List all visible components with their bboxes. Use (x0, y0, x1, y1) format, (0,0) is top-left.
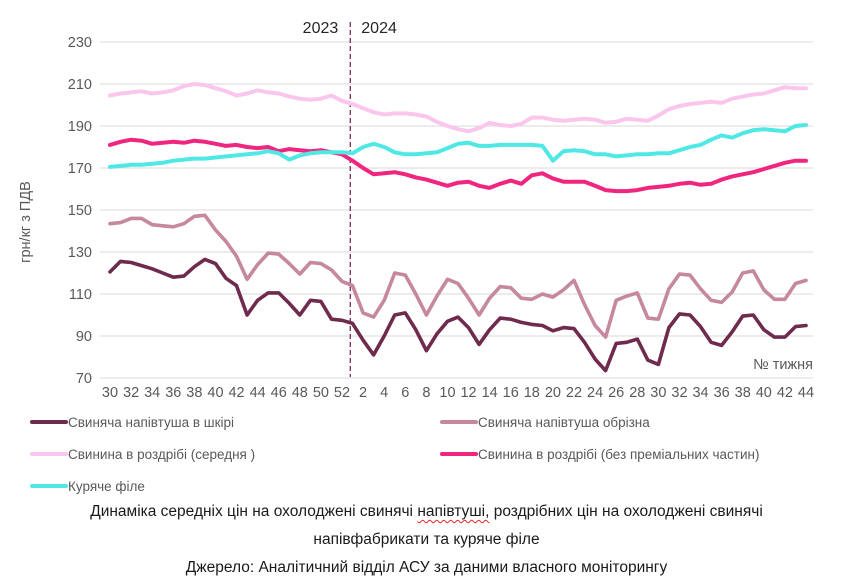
x-tick-label: 28 (629, 385, 645, 401)
legend-swatch (440, 452, 478, 456)
legend-column-right: Свиняча напівтуша обрізна Свинина в роздр… (440, 406, 759, 470)
caption-misspelled-word: напівтуші, (417, 503, 490, 520)
legend-column-left: Свиняча напівтуша в шкірі Свинина в роздр… (30, 406, 255, 502)
x-tick-label: 14 (482, 385, 498, 401)
caption-source: Джерело: Аналітичний відділ АСУ за даним… (185, 559, 668, 576)
legend-label: Свиняча напівтуша в шкірі (68, 414, 235, 430)
legend-item: Свиняча напівтуша в шкірі (30, 406, 255, 438)
x-tick-label: 12 (460, 385, 476, 401)
y-tick-label: 210 (68, 77, 92, 93)
chart-legend: Свиняча напівтуша в шкірі Свинина в роздр… (0, 406, 853, 502)
x-tick-label: 44 (250, 385, 266, 401)
series-line-2 (108, 82, 808, 134)
caption-line1-post: роздрібних цін на охолоджені свинячі (489, 503, 763, 520)
x-tick-label: 44 (798, 385, 814, 401)
x-tick-label: 36 (165, 385, 181, 401)
price-trend-chart: 230 210 190 170 150 130 110 90 70 30 32 34 36 38 40 42 4… (18, 20, 814, 401)
x-tick-label: 52 (334, 385, 350, 401)
y-tick-label: 230 (68, 35, 92, 51)
x-tick-label: 4 (380, 385, 388, 401)
x-tick-label: 20 (545, 385, 561, 401)
x-tick-label: 36 (714, 385, 730, 401)
legend-label: Свинина в роздрібі (середня ) (68, 446, 256, 462)
x-tick-label: 48 (292, 385, 308, 401)
x-tick-label: 18 (524, 385, 540, 401)
series-line-1 (108, 213, 808, 339)
x-tick-label: 30 (650, 385, 666, 401)
x-tick-label: 24 (587, 385, 603, 401)
x-tick-label: 16 (503, 385, 519, 401)
x-tick-label: 10 (439, 385, 455, 401)
series-line-4 (108, 123, 808, 169)
y-tick-label: 90 (76, 329, 92, 345)
y-tick-label: 70 (76, 371, 92, 387)
legend-item: Свиняча напівтуша обрізна (440, 406, 759, 438)
legend-swatch (30, 420, 68, 424)
caption-line1-pre: Динаміка середніх цін на охолоджені свин… (90, 503, 418, 520)
y-tick-label: 190 (68, 119, 92, 135)
x-tick-label: 26 (608, 385, 624, 401)
x-tick-label: 8 (422, 385, 430, 401)
x-tick-label: 22 (566, 385, 582, 401)
y-tick-label: 110 (69, 287, 92, 303)
x-tick-label: 2 (359, 385, 367, 401)
y-axis-title: грн/кг з ПДВ (18, 181, 34, 263)
x-tick-label: 32 (671, 385, 687, 401)
legend-label: Свиняча напівтуша обрізна (478, 414, 650, 430)
x-tick-label: 32 (123, 385, 139, 401)
series-line-0 (108, 257, 808, 373)
caption-line1: Динаміка середніх цін на охолоджені свин… (0, 498, 853, 526)
x-tick-label: 6 (401, 385, 409, 401)
y-tick-label: 150 (68, 203, 92, 219)
legend-item: Куряче філе (30, 470, 255, 502)
x-tick-label: 30 (102, 385, 118, 401)
x-tick-label: 40 (207, 385, 223, 401)
x-tick-label: 34 (144, 385, 160, 401)
x-tick-label: 46 (271, 385, 287, 401)
caption-line2: напівфабрикати та куряче філе (313, 531, 540, 548)
legend-label: Куряче філе (68, 478, 145, 494)
x-tick-label: 38 (186, 385, 202, 401)
x-tick-label: 38 (735, 385, 751, 401)
x-tick-label: 40 (756, 385, 772, 401)
year-label-2023: 2023 (303, 20, 339, 37)
legend-swatch (440, 420, 478, 424)
chart-caption: Динаміка середніх цін на охолоджені свин… (0, 498, 853, 582)
series-line-3 (108, 137, 808, 194)
y-tick-label: 170 (68, 161, 92, 177)
legend-label: Свинина в роздрібі (без преміальних част… (478, 446, 760, 462)
y-tick-label: 130 (68, 245, 92, 261)
x-tick-label: 42 (777, 385, 793, 401)
x-tick-label: 42 (228, 385, 244, 401)
x-tick-label: 34 (692, 385, 708, 401)
legend-swatch (30, 484, 68, 488)
year-label-2024: 2024 (361, 20, 397, 37)
legend-item: Свинина в роздрібі (без преміальних част… (440, 438, 759, 470)
x-tick-label: 50 (313, 385, 329, 401)
legend-item: Свинина в роздрібі (середня ) (30, 438, 255, 470)
x-axis-title: № тижня (753, 357, 813, 373)
legend-swatch (30, 452, 68, 456)
